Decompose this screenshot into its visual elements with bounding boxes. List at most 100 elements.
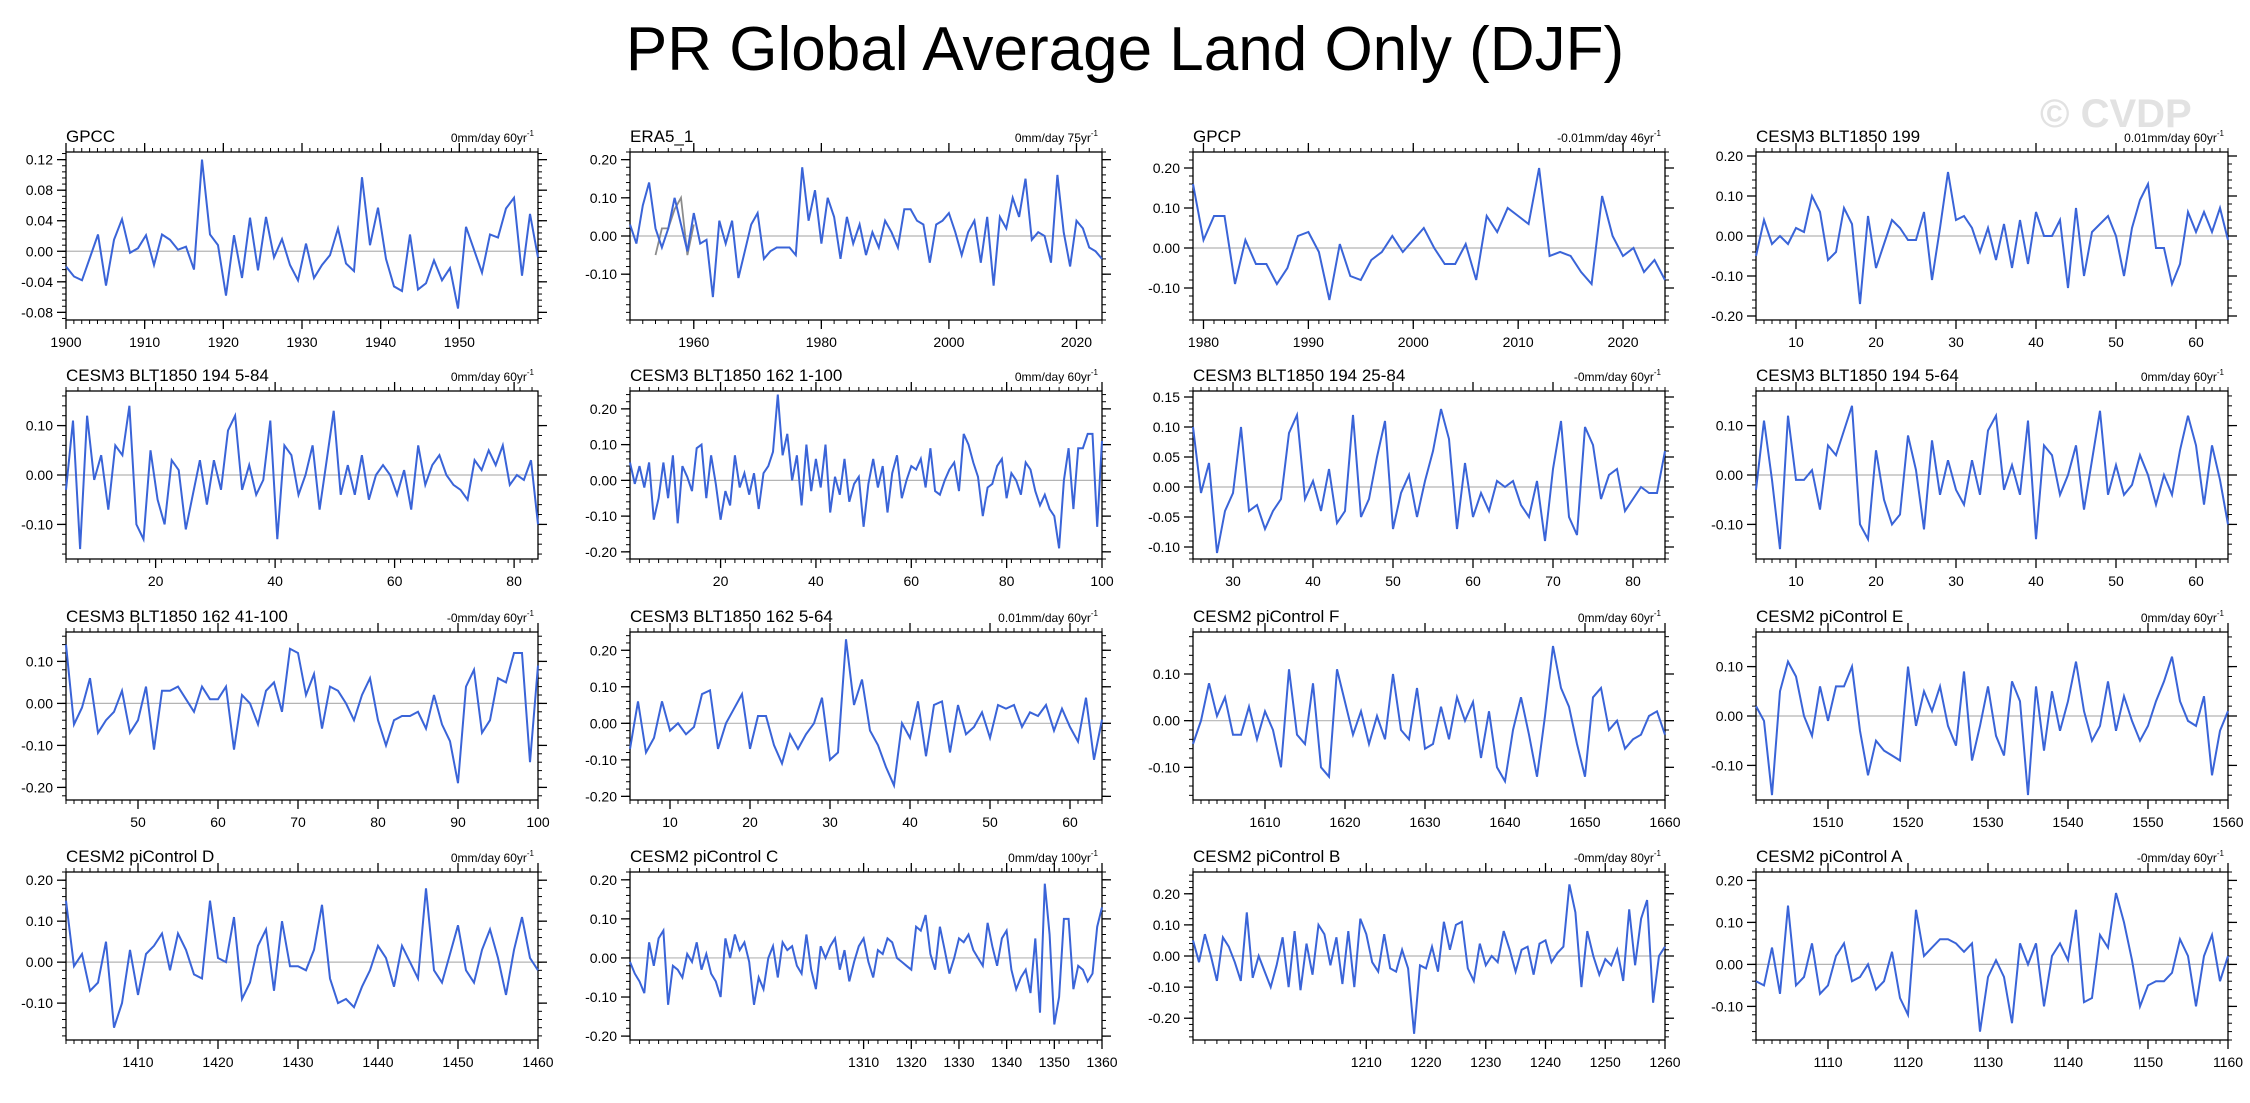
chart-title: GPCP <box>1193 127 1241 146</box>
trend-unit-exponent: -1 <box>1654 129 1662 138</box>
series-line <box>1192 645 1666 785</box>
plot-frame <box>65 151 539 321</box>
chart-title: CESM2 piControl F <box>1193 607 1339 626</box>
x-tick-label: 1340 <box>991 1054 1022 1070</box>
y-tick-label: 0.12 <box>26 152 53 168</box>
x-tick-label: 30 <box>1225 573 1241 589</box>
x-tick-label: 1120 <box>1893 1054 1923 1070</box>
y-tick-label: 0.00 <box>1716 956 1743 972</box>
x-tick-label: 1660 <box>1649 814 1680 830</box>
y-tick-label: 0.20 <box>590 401 617 417</box>
y-tick-label: 0.10 <box>1153 666 1180 682</box>
y-tick-label: -0.20 <box>585 788 617 804</box>
y-tick-label: -0.08 <box>21 304 53 320</box>
chart-panel-10: CESM3 BLT1850 162 5-64 0.01mm/day 60yr-1 1… <box>585 607 1111 830</box>
x-tick-label: 10 <box>1788 573 1804 589</box>
x-tick-label: 1210 <box>1351 1054 1382 1070</box>
y-tick-label: 0.10 <box>1716 188 1743 204</box>
x-tick-label: 70 <box>290 814 306 830</box>
x-tick-label: 50 <box>2108 573 2124 589</box>
x-tick-label: 70 <box>1545 573 1561 589</box>
y-tick-label: -0.10 <box>21 737 53 753</box>
chart-title: CESM3 BLT1850 162 5-64 <box>630 607 833 626</box>
trend-label: 0.01mm/day 60yr-1 <box>998 609 1098 625</box>
secondary-series-line <box>654 194 695 256</box>
x-tick-label: 1430 <box>282 1054 313 1070</box>
x-tick-label: 20 <box>1868 573 1884 589</box>
y-tick-label: 0.00 <box>26 695 53 711</box>
chart-title: CESM2 piControl D <box>66 847 214 866</box>
series-line <box>65 644 539 784</box>
trend-unit-exponent: -1 <box>527 849 535 858</box>
chart-title: CESM3 BLT1850 194 25-84 <box>1193 366 1405 385</box>
x-tick-label: 50 <box>130 814 146 830</box>
y-tick-label: -0.10 <box>1711 516 1743 532</box>
x-tick-label: 1250 <box>1590 1054 1621 1070</box>
x-tick-label: 20 <box>1868 334 1884 350</box>
chart-title: GPCC <box>66 127 115 146</box>
y-tick-label: -0.20 <box>1148 1010 1180 1026</box>
chart-title: CESM3 BLT1850 194 5-64 <box>1756 366 1959 385</box>
x-tick-label: 1330 <box>943 1054 974 1070</box>
trend-unit-exponent: -1 <box>2217 609 2225 618</box>
plot-frame <box>65 871 539 1041</box>
trend-label: -0.01mm/day 46yr-1 <box>1557 129 1661 145</box>
y-tick-label: -0.10 <box>1711 268 1743 284</box>
trend-unit-exponent: -1 <box>527 368 535 377</box>
trend-label: -0mm/day 60yr-1 <box>1574 368 1662 384</box>
x-tick-label: 1230 <box>1470 1054 1501 1070</box>
x-tick-label: 50 <box>1385 573 1401 589</box>
x-tick-label: 1450 <box>442 1054 473 1070</box>
y-tick-label: 0.00 <box>1716 228 1743 244</box>
y-tick-label: -0.10 <box>585 752 617 768</box>
x-tick-label: 30 <box>822 814 838 830</box>
series-line <box>629 639 1103 790</box>
x-tick-label: 1140 <box>2053 1054 2083 1070</box>
plot-frame <box>65 631 539 801</box>
trend-unit-exponent: -1 <box>1654 609 1662 618</box>
y-tick-label: -0.05 <box>1148 509 1180 525</box>
y-tick-label: 0.10 <box>590 437 617 453</box>
x-tick-label: 2020 <box>1607 334 1638 350</box>
x-tick-label: 40 <box>902 814 918 830</box>
y-tick-label: 0.00 <box>26 954 53 970</box>
chart-panel-13: CESM2 piControl D 0mm/day 60yr-1 1410 1420 1… <box>21 847 554 1070</box>
y-tick-label: 0.00 <box>590 228 617 244</box>
x-tick-label: 1310 <box>848 1054 879 1070</box>
x-tick-label: 1160 <box>2213 1054 2243 1070</box>
x-tick-label: 1460 <box>522 1054 553 1070</box>
y-tick-label: 0.00 <box>590 950 617 966</box>
x-tick-label: 1910 <box>129 334 160 350</box>
chart-title: CESM3 BLT1850 199 <box>1756 127 1920 146</box>
x-tick-label: 80 <box>506 573 522 589</box>
trend-label: 0mm/day 60yr-1 <box>451 129 535 145</box>
y-tick-label: 0.08 <box>26 182 53 198</box>
y-tick-label: -0.20 <box>21 779 53 795</box>
trend-label: 0mm/day 60yr-1 <box>1578 609 1662 625</box>
x-tick-label: 1220 <box>1410 1054 1441 1070</box>
y-tick-label: 0.00 <box>1716 467 1743 483</box>
y-tick-label: 0.00 <box>26 467 53 483</box>
x-tick-label: 1900 <box>50 334 81 350</box>
x-tick-label: 40 <box>267 573 283 589</box>
x-tick-label: 50 <box>2108 334 2124 350</box>
x-tick-label: 60 <box>1465 573 1481 589</box>
trend-label: 0mm/day 60yr-1 <box>2141 368 2225 384</box>
trend-unit-exponent: -1 <box>2217 368 2225 377</box>
series-line <box>1192 167 1666 301</box>
y-tick-label: 0.00 <box>590 715 617 731</box>
x-tick-label: 40 <box>808 573 824 589</box>
y-tick-label: 0.00 <box>1716 708 1743 724</box>
trend-unit-exponent: -1 <box>2217 849 2225 858</box>
series-line <box>1755 656 2229 796</box>
y-tick-label: -0.10 <box>1148 539 1180 555</box>
series-line <box>1755 171 2229 305</box>
x-tick-label: 1520 <box>1892 814 1923 830</box>
x-tick-label: 1560 <box>2212 814 2243 830</box>
x-tick-label: 1320 <box>896 1054 927 1070</box>
trend-label: 0mm/day 60yr-1 <box>451 849 535 865</box>
x-tick-label: 1410 <box>122 1054 153 1070</box>
y-tick-label: 0.20 <box>1153 160 1180 176</box>
x-tick-label: 10 <box>1788 334 1804 350</box>
x-tick-label: 60 <box>387 573 403 589</box>
